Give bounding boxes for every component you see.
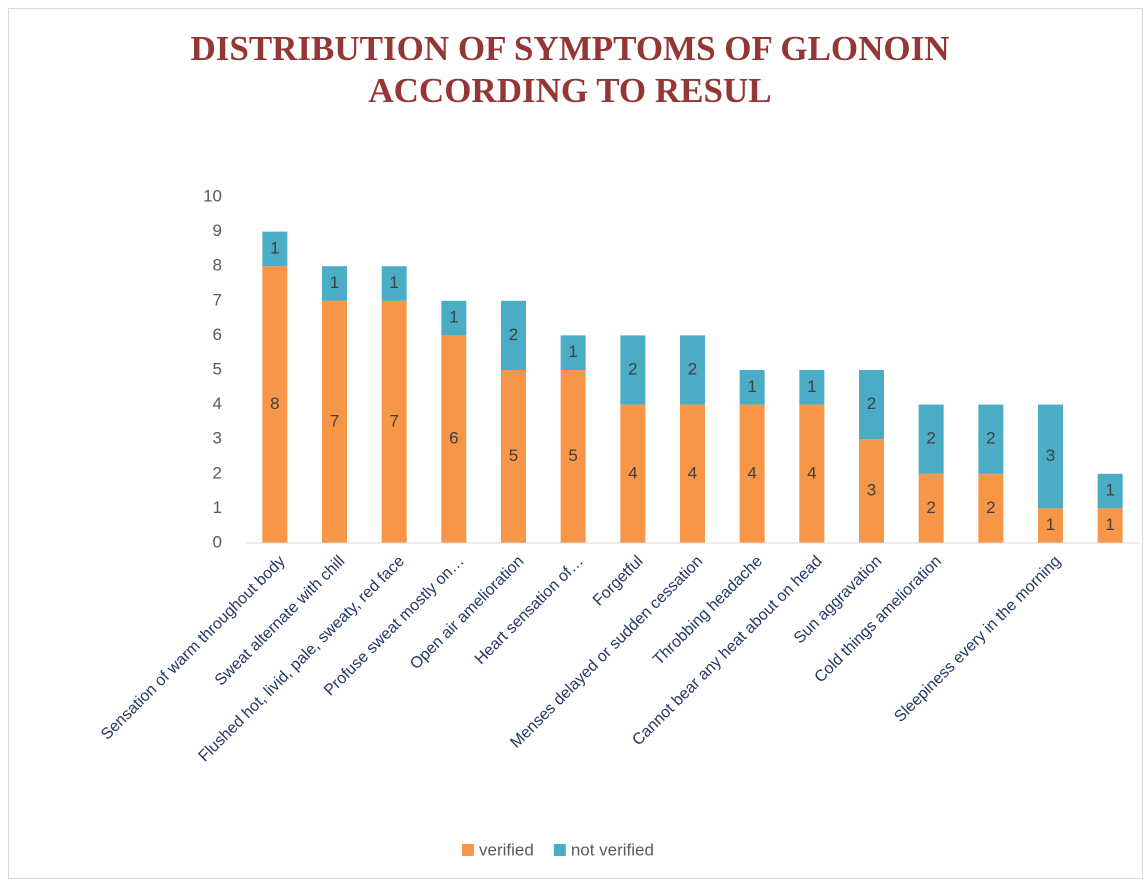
y-tick-label: 0 xyxy=(213,532,222,551)
y-tick-label: 4 xyxy=(213,394,222,413)
bar-segment xyxy=(918,473,944,543)
data-label: 4 xyxy=(688,463,697,482)
bar-segment xyxy=(501,300,526,370)
y-tick-label: 1 xyxy=(213,498,222,517)
data-label: 4 xyxy=(628,463,637,482)
y-tick-label: 5 xyxy=(213,359,222,378)
bar-segment xyxy=(322,266,347,301)
data-label: 2 xyxy=(509,325,518,344)
bar-segment xyxy=(799,404,825,543)
data-label: 1 xyxy=(568,342,577,361)
data-label: 7 xyxy=(389,411,398,430)
bar-segment xyxy=(680,335,705,405)
x-tick-label: Forgetful xyxy=(590,553,647,610)
y-tick-label: 9 xyxy=(213,221,222,240)
bar-segment xyxy=(680,404,705,543)
bar-segment xyxy=(501,370,526,543)
bar-segment xyxy=(322,300,347,543)
data-label: 1 xyxy=(1105,515,1114,534)
legend-label: verified xyxy=(479,840,534,859)
data-label: 1 xyxy=(1105,481,1114,500)
bar-segment xyxy=(441,335,467,543)
bar-segment xyxy=(739,370,765,405)
y-tick-label: 6 xyxy=(213,325,222,344)
data-label: 5 xyxy=(509,446,518,465)
bar-segment xyxy=(262,231,288,267)
bar-segment xyxy=(859,439,884,543)
x-tick-label: Open air amelioration xyxy=(407,553,527,673)
bar-segment xyxy=(1038,508,1063,543)
data-label: 2 xyxy=(986,429,995,448)
data-label: 3 xyxy=(867,481,876,500)
bar-segment xyxy=(560,370,586,543)
data-label: 1 xyxy=(330,273,339,292)
data-label: 4 xyxy=(807,463,816,482)
y-tick-label: 8 xyxy=(213,256,222,275)
data-label: 7 xyxy=(330,411,339,430)
bar-segment xyxy=(799,370,825,405)
data-label: 2 xyxy=(926,429,935,448)
data-label: 2 xyxy=(628,359,637,378)
bar-segment xyxy=(1038,404,1063,509)
data-label: 6 xyxy=(449,429,458,448)
data-label: 2 xyxy=(867,394,876,413)
x-tick-label: Cold things amelioration xyxy=(812,553,945,686)
bar-segment xyxy=(262,266,288,543)
chart-title: DISTRIBUTION OF SYMPTOMS OF GLONOIN ACCO… xyxy=(190,29,950,110)
legend-label: not verified xyxy=(571,840,654,859)
data-label: 4 xyxy=(747,463,756,482)
x-tick-label: Heart sensation of… xyxy=(472,553,587,668)
bar-segment xyxy=(441,300,467,336)
y-tick-label: 10 xyxy=(203,186,222,205)
data-label: 8 xyxy=(270,394,279,413)
bar-segment xyxy=(381,300,407,543)
chart-frame xyxy=(8,8,1143,879)
data-label: 3 xyxy=(1046,446,1055,465)
bar-segment xyxy=(859,370,884,440)
data-label: 1 xyxy=(747,377,756,396)
y-tick-label: 3 xyxy=(213,429,222,448)
x-tick-label: Throbbing headache xyxy=(650,553,766,669)
bar-segment xyxy=(739,404,765,543)
data-label: 1 xyxy=(1046,515,1055,534)
data-label: 1 xyxy=(449,308,458,327)
data-label: 1 xyxy=(270,238,279,257)
bar-segment xyxy=(978,473,1004,543)
data-label: 2 xyxy=(688,359,697,378)
bar-segment xyxy=(1097,508,1123,543)
legend-swatch xyxy=(462,844,474,856)
legend-swatch xyxy=(553,844,566,856)
bar-segment xyxy=(918,404,944,474)
x-tick-label: Flushed hot, livid, pale, sweaty, red fa… xyxy=(196,553,409,766)
bar-segment xyxy=(978,404,1004,474)
bar-segment xyxy=(620,404,646,543)
data-label: 5 xyxy=(568,446,577,465)
data-label: 2 xyxy=(986,498,995,517)
bar-segment xyxy=(1097,473,1123,509)
bar-segment xyxy=(620,335,646,405)
bar-segment xyxy=(381,266,407,301)
y-tick-label: 7 xyxy=(213,290,222,309)
y-tick-label: 2 xyxy=(213,463,222,482)
data-label: 1 xyxy=(807,377,816,396)
data-label: 1 xyxy=(389,273,398,292)
bar-segment xyxy=(560,335,586,370)
data-label: 2 xyxy=(926,498,935,517)
